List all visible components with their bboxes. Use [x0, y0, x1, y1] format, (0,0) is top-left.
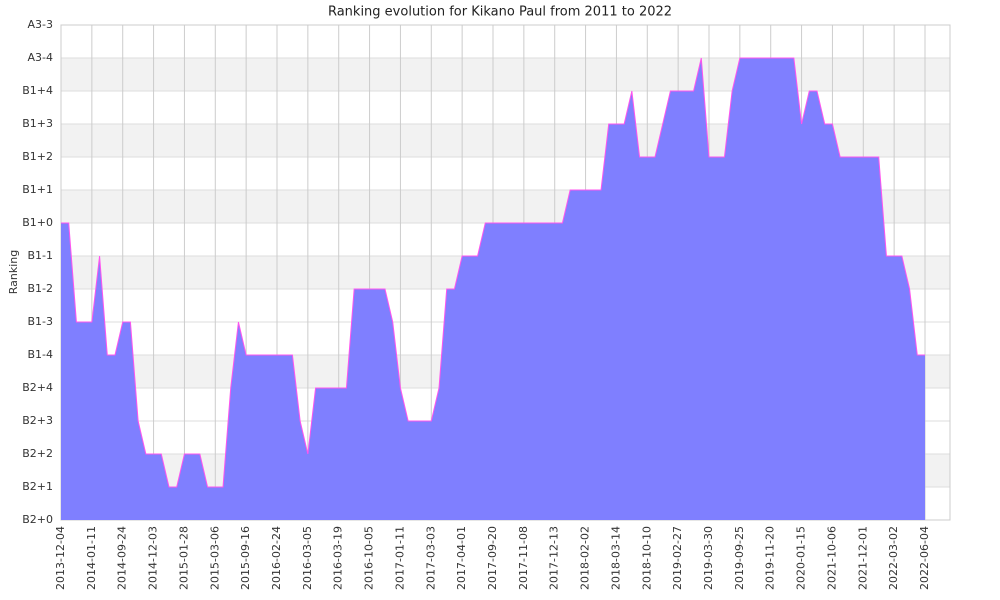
y-tick-label: B1-1 [27, 249, 53, 262]
x-tick-label: 2014-12-03 [147, 526, 160, 590]
grid-band [61, 58, 950, 91]
y-tick-label: B1+2 [22, 150, 53, 163]
x-tick-label: 2017-11-08 [517, 526, 530, 590]
y-tick-label: B1+3 [22, 117, 53, 130]
x-tick-label: 2017-09-20 [486, 526, 499, 590]
y-tick-label: B1+1 [22, 183, 53, 196]
y-tick-label: B1+0 [22, 216, 53, 229]
y-axis-label: Ranking [7, 250, 20, 295]
y-tick-label: A3-4 [28, 51, 54, 64]
x-tick-label: 2015-01-28 [177, 526, 190, 590]
x-tick-label: 2019-11-20 [764, 526, 777, 590]
x-tick-label: 2021-12-01 [856, 526, 869, 590]
x-tick-label: 2016-02-24 [270, 526, 283, 590]
x-tick-label: 2022-03-02 [887, 526, 900, 590]
x-tick-label: 2018-10-10 [640, 526, 653, 590]
x-tick-label: 2017-03-03 [424, 526, 437, 590]
x-tick-label: 2015-09-16 [239, 526, 252, 590]
x-tick-label: 2020-01-15 [795, 526, 808, 590]
x-tick-label: 2019-09-25 [733, 526, 746, 590]
x-tick-label: 2021-10-06 [825, 526, 838, 590]
chart-title: Ranking evolution for Kikano Paul from 2… [328, 5, 672, 20]
y-tick-label: B1-3 [27, 315, 53, 328]
x-tick-label: 2015-03-06 [208, 526, 221, 590]
x-tick-label: 2018-03-14 [609, 526, 622, 590]
y-tick-label: B1-4 [27, 348, 53, 361]
y-tick-label: B2+2 [22, 447, 53, 460]
x-tick-label: 2016-03-05 [301, 526, 314, 590]
y-tick-label: B2+3 [22, 414, 53, 427]
area [61, 58, 925, 520]
y-tick-label: B2+0 [22, 513, 53, 526]
x-tick-label: 2014-09-24 [116, 526, 129, 590]
x-tick-label: 2017-04-01 [455, 526, 468, 590]
x-tick-label: 2014-01-11 [85, 526, 98, 590]
line [61, 57, 925, 488]
x-tick-label: 2019-03-30 [702, 526, 715, 590]
x-tick-label: 2017-01-11 [393, 526, 406, 590]
x-tick-label: 2017-12-13 [548, 526, 561, 590]
y-tick-label: B2+1 [22, 480, 53, 493]
x-tick-label: 2013-12-04 [54, 526, 67, 590]
y-tick-label: B1+4 [22, 84, 53, 97]
x-tick-label: 2019-02-27 [671, 526, 684, 590]
y-tick-label: B2+4 [22, 381, 53, 394]
x-tick-label: 2022-06-04 [918, 526, 931, 590]
y-tick-label: A3-3 [28, 18, 54, 31]
x-tick-label: 2018-02-02 [579, 526, 592, 590]
x-tick-label: 2016-10-05 [363, 526, 376, 590]
y-tick-label: B1-2 [27, 282, 53, 295]
x-tick-label: 2016-03-19 [332, 526, 345, 590]
